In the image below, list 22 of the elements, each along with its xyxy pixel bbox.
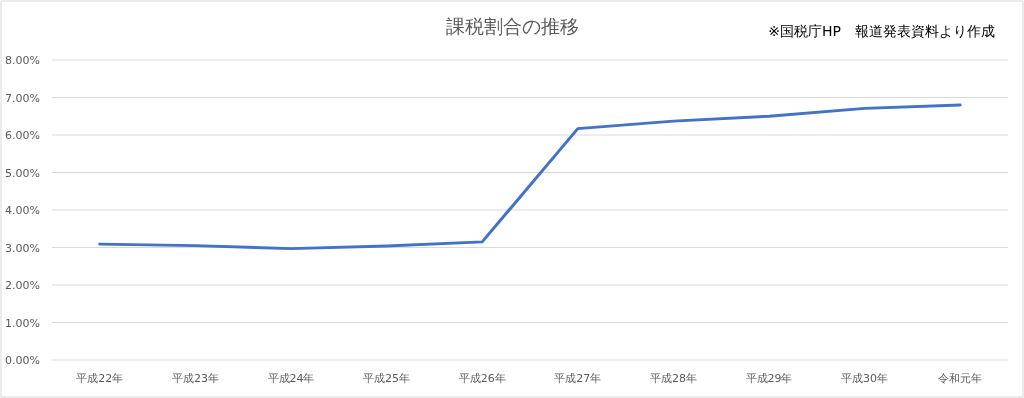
x-tick-label: 平成28年 bbox=[649, 372, 697, 385]
y-tick-label: 3.00% bbox=[5, 241, 40, 255]
x-tick-label: 平成23年 bbox=[171, 372, 219, 385]
y-tick-label: 1.00% bbox=[5, 316, 40, 330]
x-tick-label: 平成27年 bbox=[554, 372, 602, 385]
x-tick-label: 令和元年 bbox=[938, 372, 983, 385]
y-tick-label: 5.00% bbox=[5, 166, 40, 180]
y-tick-label: 4.00% bbox=[5, 204, 40, 217]
y-tick-label: 7.00% bbox=[5, 91, 40, 105]
y-tick-label: 8.00% bbox=[5, 54, 40, 67]
y-tick-label: 6.00% bbox=[5, 129, 40, 142]
line-series bbox=[98, 103, 962, 251]
text: ※国税庁HP 報道発表資料より作成 bbox=[768, 23, 995, 39]
y-tick-label: 2.00% bbox=[5, 279, 40, 292]
x-tick-label: 平成25年 bbox=[363, 372, 411, 385]
chart-title: 課税割合の推移 bbox=[445, 15, 579, 37]
x-tick-label: 平成24年 bbox=[267, 372, 315, 385]
x-tick-label: 平成22年 bbox=[76, 372, 124, 385]
x-tick-label: 平成30年 bbox=[841, 372, 889, 385]
x-tick-label: 平成29年 bbox=[745, 372, 793, 385]
y-tick-label: 0.00% bbox=[5, 354, 40, 367]
x-tick-label: 平成26年 bbox=[458, 372, 506, 385]
